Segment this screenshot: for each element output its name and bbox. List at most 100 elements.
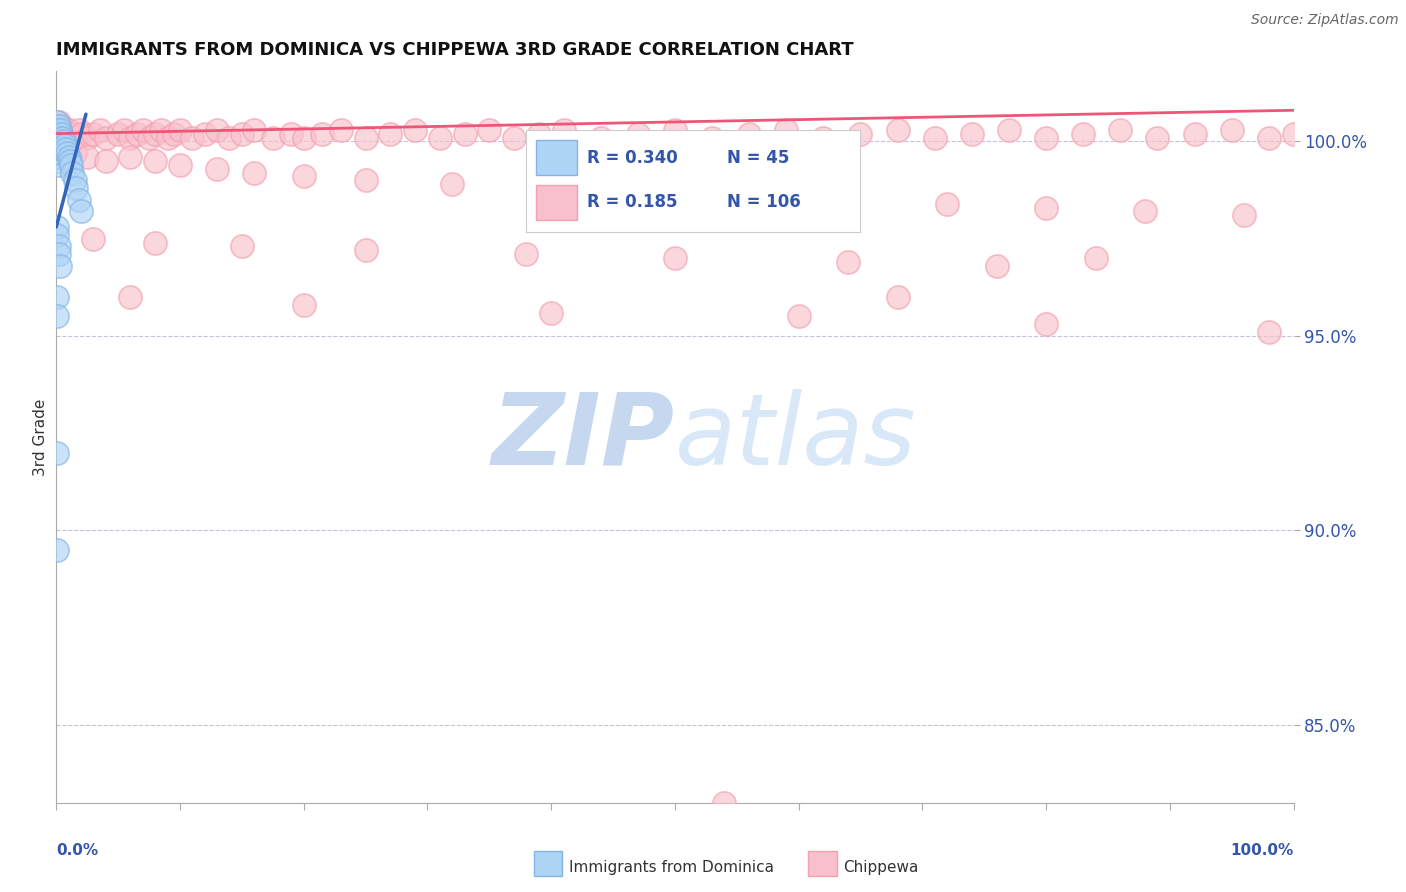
- Point: [70, 204, 93, 219]
- Point: [169, 122, 191, 136]
- Point: [46, 135, 69, 149]
- Point: [46, 445, 69, 459]
- Point: [478, 122, 501, 136]
- Point: [70, 127, 93, 141]
- Point: [1257, 325, 1279, 339]
- Text: ZIP: ZIP: [492, 389, 675, 485]
- Point: [638, 185, 661, 199]
- Point: [280, 127, 302, 141]
- Point: [627, 127, 650, 141]
- Point: [540, 305, 562, 319]
- Point: [67, 122, 90, 136]
- Point: [49, 122, 72, 136]
- Point: [1035, 318, 1057, 332]
- Point: [886, 290, 908, 304]
- Text: Chippewa: Chippewa: [844, 860, 920, 874]
- Point: [132, 122, 155, 136]
- Point: [89, 122, 111, 136]
- Point: [125, 127, 148, 141]
- Point: [849, 127, 872, 141]
- Point: [63, 146, 86, 161]
- Point: [120, 290, 142, 304]
- Point: [94, 130, 117, 145]
- Point: [1257, 130, 1279, 145]
- Point: [540, 181, 562, 195]
- Point: [515, 247, 537, 261]
- Point: [46, 138, 69, 153]
- Point: [292, 169, 315, 184]
- Point: [243, 122, 266, 136]
- Point: [58, 122, 80, 136]
- Text: R = 0.340: R = 0.340: [586, 149, 678, 167]
- Point: [936, 196, 959, 211]
- Point: [354, 130, 377, 145]
- Point: [60, 127, 83, 141]
- Point: [52, 122, 75, 136]
- Point: [738, 189, 761, 203]
- Y-axis label: 3rd Grade: 3rd Grade: [32, 399, 48, 475]
- Point: [48, 127, 70, 141]
- Point: [46, 122, 69, 136]
- Text: N = 106: N = 106: [727, 193, 800, 211]
- Point: [380, 127, 402, 141]
- Point: [107, 127, 129, 141]
- Point: [986, 259, 1008, 273]
- Point: [1146, 130, 1168, 145]
- Point: [787, 310, 810, 324]
- Point: [1133, 204, 1156, 219]
- Point: [52, 142, 75, 156]
- Point: [82, 127, 104, 141]
- Point: [52, 135, 75, 149]
- Point: [60, 158, 83, 172]
- Point: [59, 153, 82, 168]
- Point: [813, 130, 835, 145]
- Point: [46, 542, 69, 557]
- Point: [311, 127, 333, 141]
- Point: [1233, 208, 1256, 222]
- Point: [46, 227, 69, 242]
- Point: [429, 130, 451, 145]
- Point: [46, 130, 69, 145]
- Point: [51, 138, 73, 153]
- Point: [713, 796, 735, 810]
- Point: [48, 119, 70, 133]
- Point: [664, 122, 686, 136]
- Point: [150, 122, 173, 136]
- Point: [738, 127, 761, 141]
- Point: [76, 150, 98, 164]
- Point: [55, 142, 77, 156]
- Point: [329, 122, 352, 136]
- Text: 0.0%: 0.0%: [56, 843, 98, 858]
- Point: [112, 122, 135, 136]
- Text: 100.0%: 100.0%: [1230, 843, 1294, 858]
- Point: [1282, 127, 1305, 141]
- Point: [82, 232, 104, 246]
- Point: [404, 122, 426, 136]
- Point: [837, 193, 859, 207]
- Point: [205, 122, 228, 136]
- Point: [48, 115, 70, 129]
- Point: [51, 130, 73, 145]
- Point: [48, 247, 70, 261]
- Point: [156, 130, 179, 145]
- Point: [48, 239, 70, 253]
- Point: [553, 122, 575, 136]
- Point: [65, 181, 87, 195]
- Text: N = 45: N = 45: [727, 149, 789, 167]
- Point: [143, 153, 166, 168]
- Point: [1084, 251, 1107, 265]
- Point: [960, 127, 983, 141]
- Point: [55, 127, 77, 141]
- Point: [169, 158, 191, 172]
- Point: [292, 298, 315, 312]
- Point: [51, 142, 73, 156]
- FancyBboxPatch shape: [537, 186, 576, 220]
- Point: [46, 153, 69, 168]
- Point: [60, 165, 83, 179]
- Point: [120, 150, 142, 164]
- Text: IMMIGRANTS FROM DOMINICA VS CHIPPEWA 3RD GRADE CORRELATION CHART: IMMIGRANTS FROM DOMINICA VS CHIPPEWA 3RD…: [56, 41, 853, 59]
- FancyBboxPatch shape: [537, 140, 576, 175]
- Point: [46, 219, 69, 234]
- Point: [49, 138, 72, 153]
- Point: [63, 130, 86, 145]
